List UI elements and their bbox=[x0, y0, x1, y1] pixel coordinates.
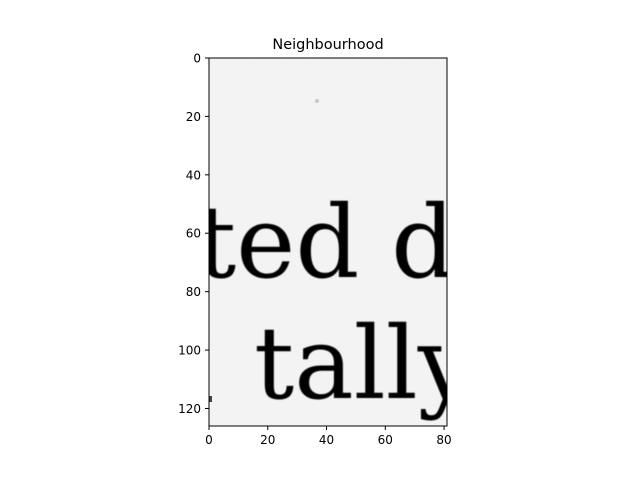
image-speck bbox=[315, 99, 319, 103]
y-axis: 0 20 40 60 80 100 120 bbox=[178, 52, 209, 416]
x-tick-label: 60 bbox=[378, 433, 393, 447]
plot-title: Neighbourhood bbox=[272, 37, 383, 53]
x-tick-label: 40 bbox=[319, 433, 334, 447]
x-tick-label: 80 bbox=[436, 433, 451, 447]
y-tick-label: 40 bbox=[186, 168, 201, 182]
x-axis: 0 20 40 60 80 bbox=[205, 426, 452, 447]
image-noise bbox=[209, 58, 447, 426]
y-tick-label: 80 bbox=[186, 285, 201, 299]
x-tick-label: 20 bbox=[260, 433, 275, 447]
axes-frame bbox=[208, 57, 448, 427]
x-tick-label: 0 bbox=[205, 433, 213, 447]
scanned-image: ted d tally bbox=[196, 58, 475, 426]
image-text-line-2: tally bbox=[254, 305, 475, 422]
image-edge-mark bbox=[209, 396, 212, 402]
image-text-line-1: ted d bbox=[196, 184, 455, 301]
y-tick-label: 60 bbox=[186, 227, 201, 241]
y-tick-label: 20 bbox=[186, 110, 201, 124]
y-tick-label: 0 bbox=[193, 52, 201, 66]
y-tick-label: 120 bbox=[178, 402, 201, 416]
y-tick-label: 100 bbox=[178, 344, 201, 358]
